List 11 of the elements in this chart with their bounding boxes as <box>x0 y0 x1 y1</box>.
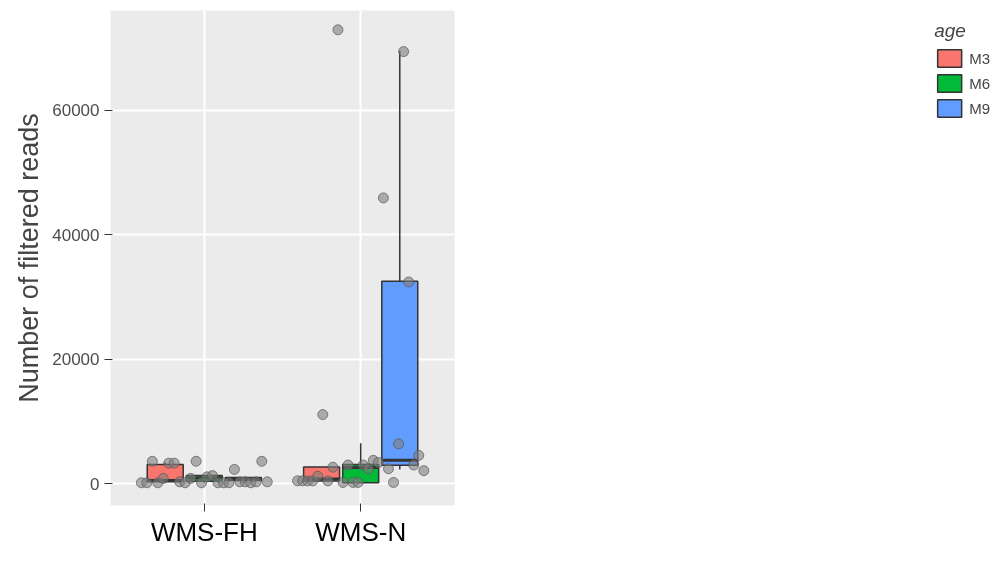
legend-title: age <box>934 20 967 42</box>
y-tick-label: 60000 <box>52 101 100 121</box>
x-tick-label: WMS-N <box>315 516 407 547</box>
legend-label: M9 <box>969 99 990 117</box>
legend-label: M3 <box>969 49 990 67</box>
y-tick-label: 0 <box>90 474 100 494</box>
legend-label: M6 <box>969 74 990 92</box>
y-tick-label: 20000 <box>52 350 100 370</box>
x-tick-label: WMS-FH <box>150 516 258 547</box>
y-tick-label: 40000 <box>52 225 100 245</box>
y-axis-title: Number of filtered reads <box>14 113 45 403</box>
